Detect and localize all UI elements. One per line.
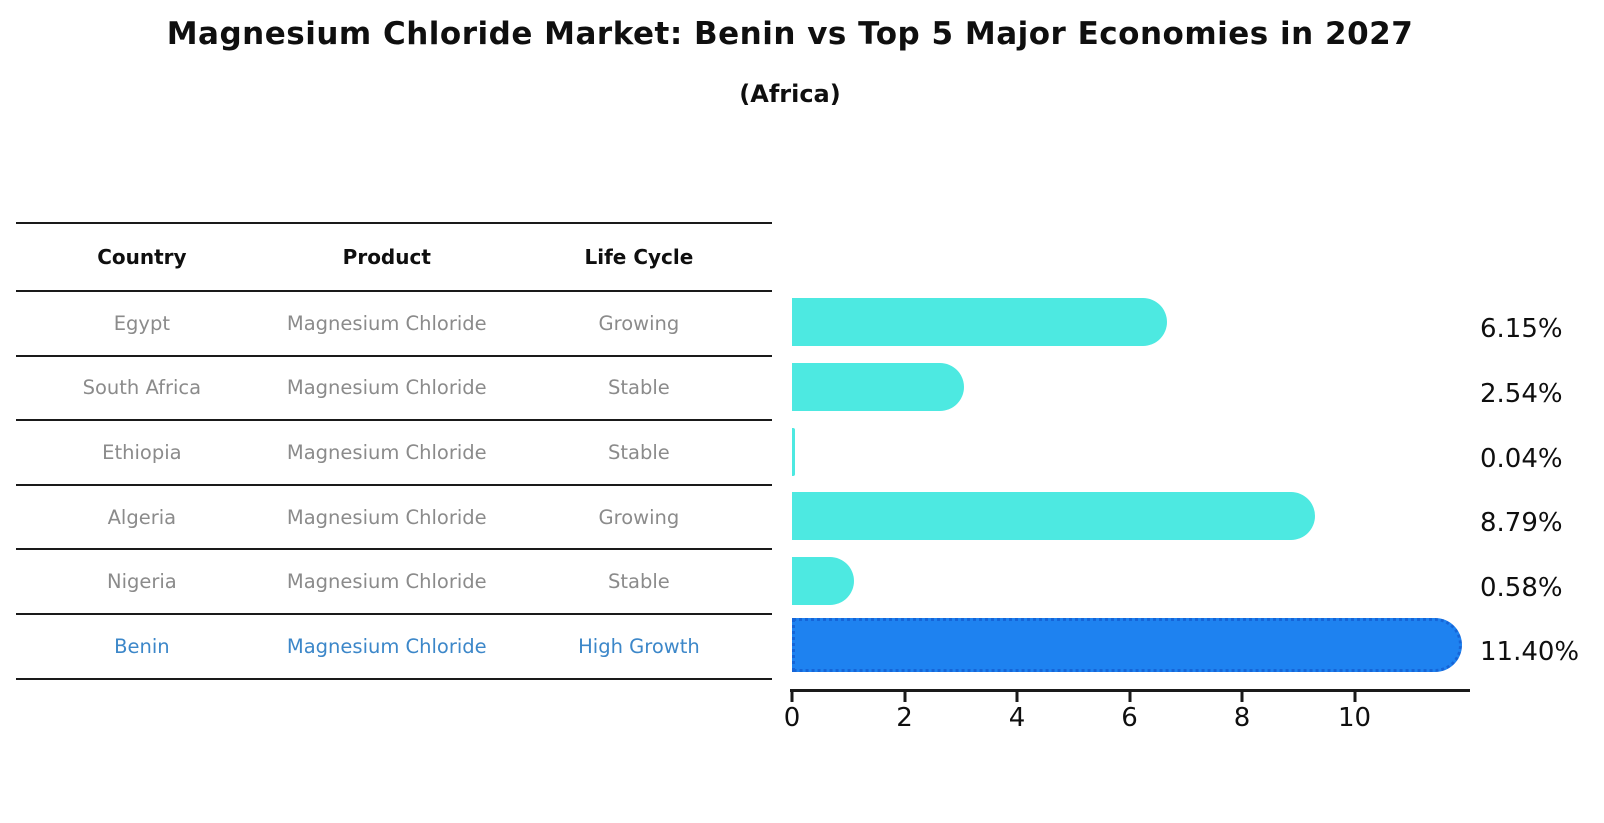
x-tick-8 xyxy=(1240,692,1244,702)
cell-country: Algeria xyxy=(107,505,177,529)
cell-life-cycle: Stable xyxy=(608,570,670,594)
x-tick-0 xyxy=(790,692,794,702)
x-tick-4 xyxy=(1015,692,1019,702)
cell-life-cycle: Stable xyxy=(608,376,670,400)
table-header-life-cycle: Life Cycle xyxy=(584,245,694,269)
cell-product: Magnesium Chloride xyxy=(286,570,487,594)
bar-egypt xyxy=(792,298,1167,347)
cell-country: Nigeria xyxy=(106,570,177,594)
x-tick-label-8: 8 xyxy=(1233,703,1251,733)
x-tick-10 xyxy=(1353,692,1356,702)
bar-nigeria xyxy=(792,556,854,605)
bar-benin xyxy=(792,618,1463,673)
table-row-benin: Benin Magnesium Chloride High Growth xyxy=(16,615,772,680)
cell-life-cycle: Stable xyxy=(608,440,670,464)
cell-product: Magnesium Chloride xyxy=(286,440,487,464)
table-header-product: Product xyxy=(342,245,431,269)
x-tick-2 xyxy=(903,692,906,702)
cell-country: Benin xyxy=(114,634,170,658)
cell-product: Magnesium Chloride xyxy=(286,505,487,529)
bar-south-africa xyxy=(792,362,964,411)
x-tick-label-4: 4 xyxy=(1008,703,1026,733)
cell-product: Magnesium Chloride xyxy=(286,376,487,400)
value-label-nigeria: 0.58% xyxy=(1480,572,1563,603)
x-tick-label-0: 0 xyxy=(783,703,801,733)
value-label-ethiopia: 0.04% xyxy=(1480,443,1563,474)
value-label-egypt: 6.15% xyxy=(1480,314,1563,345)
cell-country: Egypt xyxy=(113,311,170,335)
x-axis-line xyxy=(790,689,1470,692)
table-row-egypt: Egypt Magnesium Chloride Growing xyxy=(16,292,772,357)
table-row-south-africa: South Africa Magnesium Chloride Stable xyxy=(16,357,772,422)
bar-algeria xyxy=(792,492,1316,541)
value-label-algeria: 8.79% xyxy=(1480,508,1563,539)
cell-country: South Africa xyxy=(82,376,202,400)
info-table: Country Product Life Cycle Egypt Magnesiu… xyxy=(16,222,772,680)
cell-life-cycle: Growing xyxy=(598,311,680,335)
table-body: Egypt Magnesium Chloride Growing South Afri… xyxy=(16,292,772,680)
cell-country: Ethiopia xyxy=(102,440,182,464)
cell-product: Magnesium Chloride xyxy=(286,311,487,335)
bar-ethiopia xyxy=(792,427,795,476)
x-tick-6 xyxy=(1128,692,1131,702)
cell-life-cycle: Growing xyxy=(598,505,680,529)
x-tick-label-10: 10 xyxy=(1337,703,1372,733)
table-row-algeria: Algeria Magnesium Chloride Growing xyxy=(16,486,772,551)
chart-subtitle: (Africa) xyxy=(739,80,841,108)
chart-title: Magnesium Chloride Market: Benin vs Top … xyxy=(166,16,1414,52)
table-header-country: Country xyxy=(97,245,187,269)
table-row-ethiopia: Ethiopia Magnesium Chloride Stable xyxy=(16,421,772,486)
table-header-row: Country Product Life Cycle xyxy=(16,224,772,292)
value-label-benin: 11.40% xyxy=(1480,637,1580,668)
x-tick-label-2: 2 xyxy=(896,703,913,733)
table-row-nigeria: Nigeria Magnesium Chloride Stable xyxy=(16,550,772,615)
value-label-south-africa: 2.54% xyxy=(1480,378,1563,409)
cell-product: Magnesium Chloride xyxy=(286,634,487,658)
x-tick-label-6: 6 xyxy=(1121,703,1138,733)
cell-life-cycle: High Growth xyxy=(578,634,700,658)
